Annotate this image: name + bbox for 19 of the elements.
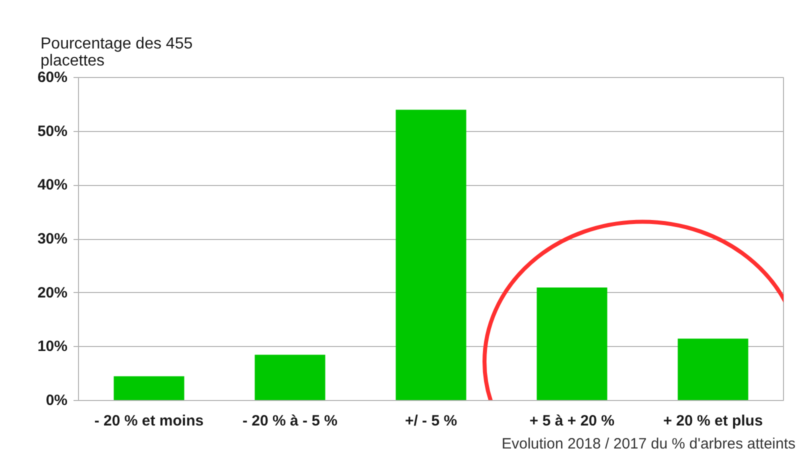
y-tick-label: 40% [37,176,68,194]
x-tick-label: - 20 % et moins [94,412,204,430]
y-tick-label: 10% [37,338,68,356]
bar [678,338,748,400]
bar [254,354,326,400]
x-tick-label: + 5 à + 20 % [529,412,615,430]
y-tick-label: 30% [37,230,68,248]
bar [396,110,466,400]
y-tick-label: 60% [37,69,68,86]
y-axis-title: Pourcentage des 455 placettes [40,36,193,70]
bar [114,376,184,400]
y-tick-label: 50% [37,122,68,140]
y-tick-label: 0% [46,392,68,409]
bar [536,287,608,400]
y-tick-label: 20% [37,284,68,302]
x-tick-label: - 20 % à - 5 % [242,412,338,430]
x-axis-title: Evolution 2018 / 2017 du % d'arbres atteints [502,436,796,452]
x-tick-label: +/ - 5 % [404,412,458,430]
x-tick-label: + 20 % et plus [663,412,763,430]
